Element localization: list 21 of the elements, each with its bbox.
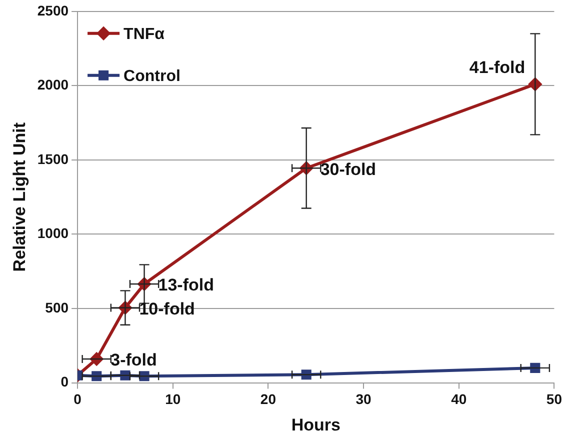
annotation: 3-fold	[110, 350, 157, 370]
x-tick-label: 50	[546, 391, 562, 408]
x-tick-label: 0	[74, 391, 82, 408]
y-tick-label: 1500	[37, 150, 69, 167]
y-tick-label: 2500	[37, 2, 69, 18]
annotation: 13-fold	[158, 276, 214, 295]
y-tick-label: 0	[60, 374, 69, 390]
legend-label: Control	[124, 68, 180, 85]
y-axis-title: Relative Light Unit	[10, 122, 29, 272]
annotation: 30-fold	[320, 160, 376, 179]
annotation: 10-fold	[139, 299, 195, 318]
x-tick-label: 20	[260, 391, 276, 408]
x-axis-title: Hours	[291, 415, 340, 434]
y-tick-label: 2000	[37, 76, 69, 93]
x-tick-label: 10	[165, 391, 181, 408]
y-tick-label: 500	[45, 299, 69, 316]
x-tick-label: 40	[451, 391, 467, 408]
x-tick-label: 30	[356, 391, 372, 408]
annotation: 41-fold	[469, 58, 526, 77]
legend-label: TNFα	[124, 26, 165, 43]
y-tick-label: 1000	[37, 225, 69, 242]
